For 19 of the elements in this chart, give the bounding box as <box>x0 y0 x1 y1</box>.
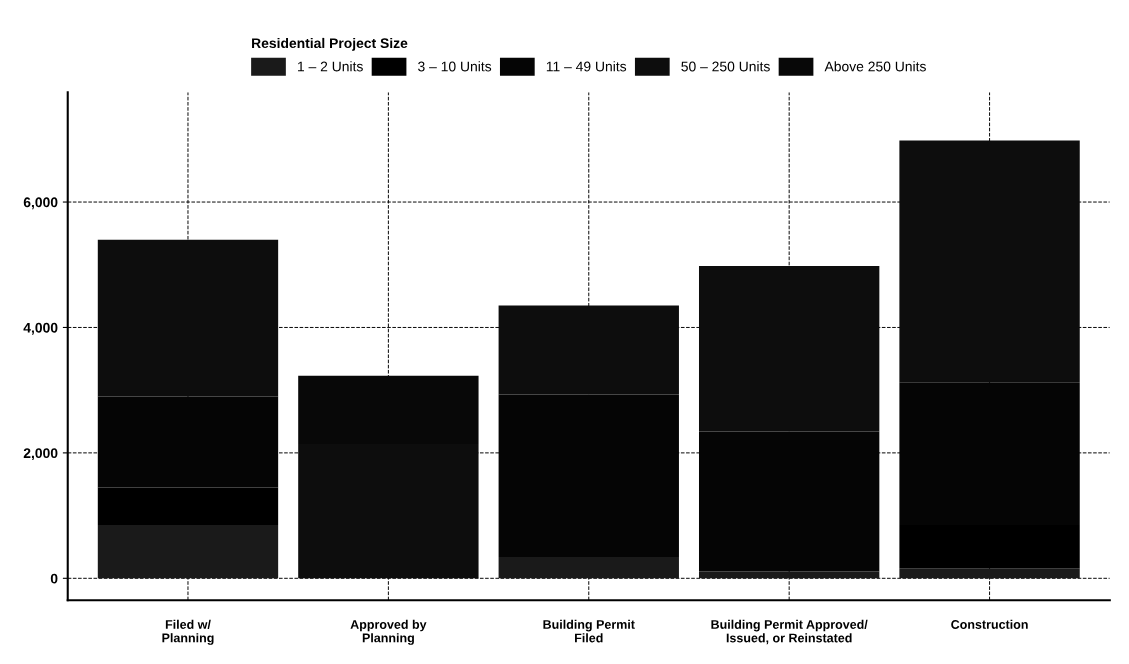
legend-label: 1 – 2 Units <box>298 61 363 72</box>
legend-label: Above 250 Units <box>824 61 926 72</box>
x-tick-label: Approved by Planning <box>350 619 427 645</box>
y-tick-label: 0 <box>50 573 58 584</box>
bar <box>498 556 679 579</box>
bar <box>97 525 279 579</box>
bar <box>899 568 1080 579</box>
y-tick-label: 2,000 <box>23 448 58 461</box>
y-tick-label: 6,000 <box>23 197 58 210</box>
x-tick-label: Building Permit Filed <box>543 619 635 643</box>
x-tick-label: Construction <box>951 619 1028 629</box>
legend-label: 3 – 10 Units <box>418 61 492 72</box>
legend-label: 11 – 49 Units <box>546 61 627 72</box>
legend-label: 50 – 250 Units <box>681 61 770 72</box>
legend-title: Residential Project Size <box>252 37 408 51</box>
x-tick-label: Filed w/ Planning <box>162 619 214 645</box>
bar <box>698 571 880 579</box>
x-tick-label: Building Permit Approved/ Issued, or Reinstated <box>711 619 868 645</box>
y-tick-label: 4,000 <box>23 322 58 335</box>
